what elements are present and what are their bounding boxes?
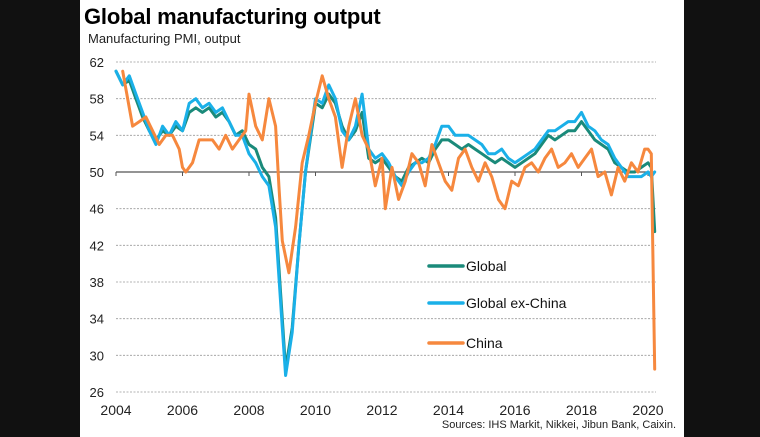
y-tick-label: 38 <box>90 275 104 290</box>
y-tick-label: 30 <box>90 348 104 363</box>
x-tick-label: 2014 <box>433 402 464 418</box>
x-tick-label: 2010 <box>300 402 331 418</box>
legend-label-china: China <box>466 335 503 351</box>
y-tick-label: 62 <box>90 55 104 70</box>
y-tick-label: 42 <box>90 238 104 253</box>
line-chart: 62 58 54 50 46 42 38 34 30 26 2004 2006 2008 2010 201… <box>90 55 664 418</box>
x-tick-label: 2020 <box>632 402 663 418</box>
legend-label-global-ex-china: Global ex-China <box>466 295 567 311</box>
chart-title: Global manufacturing output <box>84 4 381 29</box>
y-tick-label: 26 <box>90 385 104 400</box>
x-tick-label: 2016 <box>499 402 530 418</box>
x-tick-label: 2004 <box>100 402 131 418</box>
y-tick-label: 54 <box>90 128 104 143</box>
series-lines <box>114 69 657 377</box>
source-note: Sources: IHS Markit, Nikkei, Jibun Bank,… <box>441 419 676 431</box>
series-line-global-ex-china <box>114 69 657 377</box>
x-tick-label: 2018 <box>566 402 597 418</box>
y-tick-label: 50 <box>90 165 104 180</box>
gridlines <box>116 61 656 393</box>
y-tick-label: 34 <box>90 312 104 327</box>
chart-subtitle: Manufacturing PMI, output <box>88 31 241 46</box>
y-axis: 62 58 54 50 46 42 38 34 30 26 <box>90 55 104 400</box>
y-tick-label: 58 <box>90 92 104 107</box>
x-tick-label: 2008 <box>233 402 264 418</box>
x-axis: 2004 2006 2008 2010 2012 2014 2016 2018 2020 <box>100 171 664 418</box>
chart-panel: Global manufacturing output Manufacturin… <box>80 0 684 437</box>
series-line-global <box>114 69 657 371</box>
legend: Global Global ex-China China <box>427 258 567 351</box>
x-tick-label: 2012 <box>366 402 397 418</box>
y-tick-label: 46 <box>90 202 104 217</box>
series-line-china <box>121 69 657 371</box>
x-tick-label: 2006 <box>167 402 198 418</box>
legend-label-global: Global <box>466 258 506 274</box>
